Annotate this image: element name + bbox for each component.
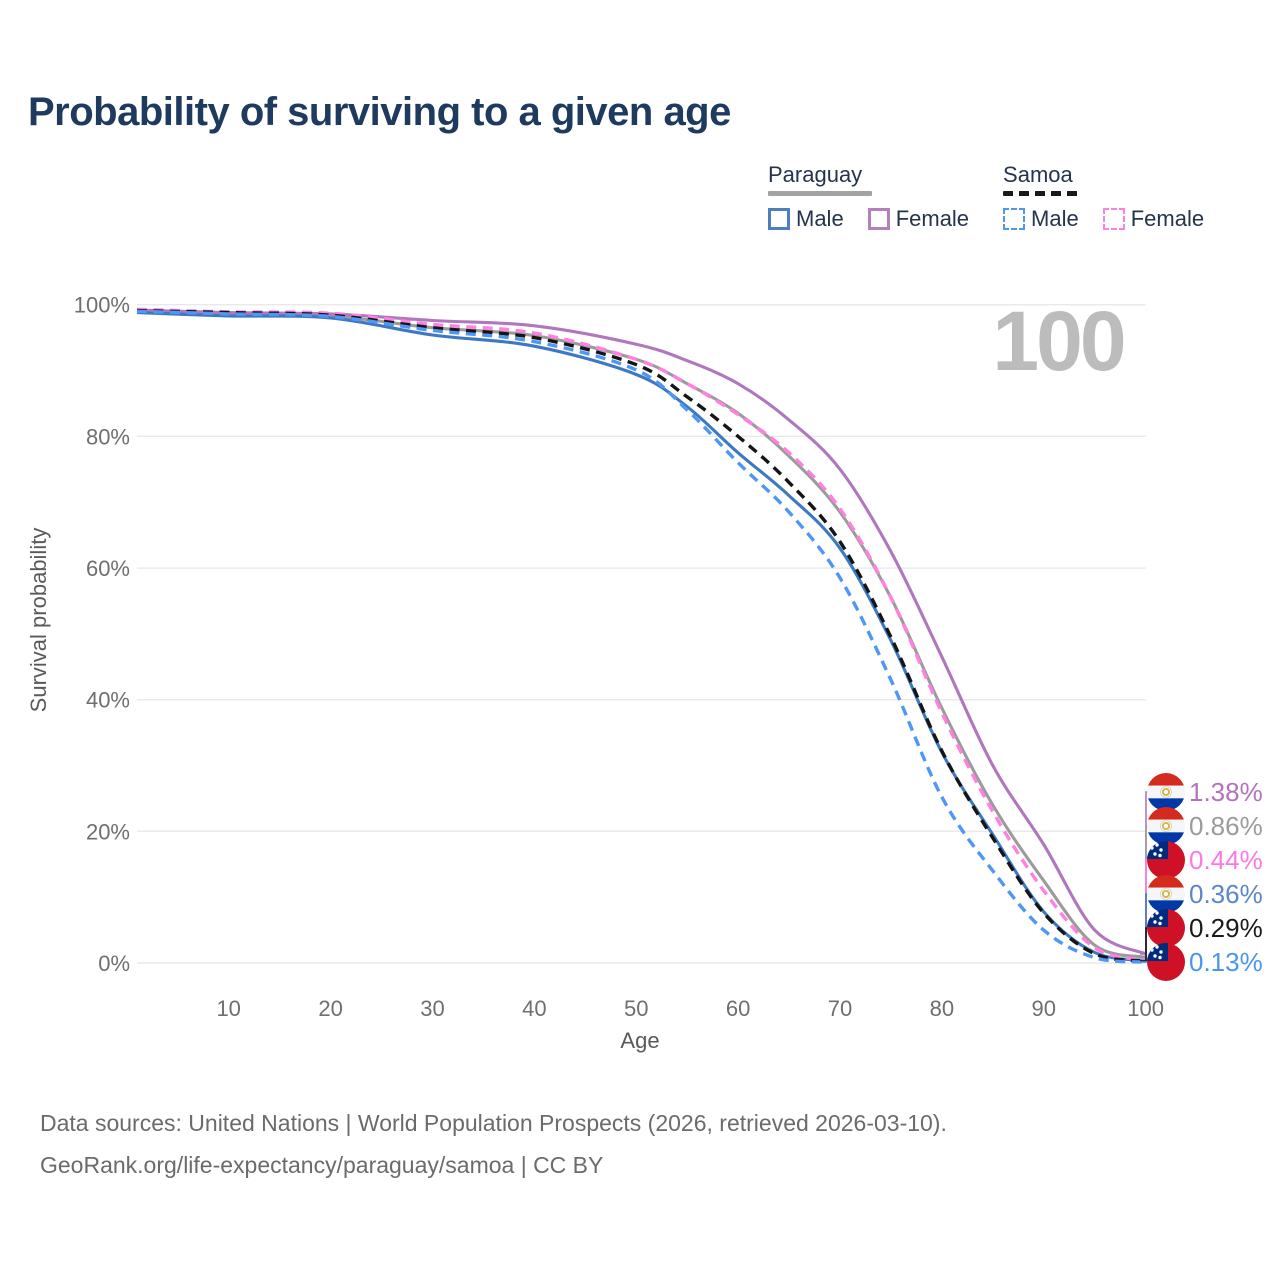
gridlines: 0% 20% 40% 60% 80% 100% — [74, 293, 1146, 976]
end-label-paraguay-female[interactable]: 1.38% — [1189, 777, 1263, 807]
x-tick-label: 70 — [828, 996, 852, 1021]
y-tick-label: 20% — [86, 819, 130, 844]
x-tick-label: 10 — [216, 996, 240, 1021]
chart-legend: Paraguay Male Female Samoa — [768, 162, 1204, 232]
y-tick-label: 60% — [86, 556, 130, 581]
legend-item-paraguay-female[interactable]: Female — [867, 206, 970, 232]
x-tick-label: 20 — [318, 996, 342, 1021]
legend-item-label: Male — [796, 206, 844, 231]
x-tick-label: 30 — [420, 996, 444, 1021]
page-title: Probability of surviving to a given age — [28, 90, 731, 134]
x-tick-label: 100 — [1127, 996, 1164, 1021]
legend-item-label: Male — [1031, 206, 1079, 231]
paraguay-flag-icon — [1147, 875, 1185, 913]
curve-samoa-female[interactable] — [136, 307, 1146, 962]
x-axis-label: Age — [620, 1028, 659, 1053]
y-tick-label: 80% — [86, 424, 130, 449]
x-tick-label: 40 — [522, 996, 546, 1021]
samoa-line-style-swatch — [1003, 191, 1084, 196]
x-tick-label: 60 — [726, 996, 750, 1021]
paraguay-female-swatch-icon — [867, 208, 890, 230]
legend-item-paraguay-male[interactable]: Male — [768, 206, 844, 232]
footer: Data sources: United Nations | World Pop… — [40, 1102, 947, 1186]
x-tick-label: 90 — [1031, 996, 1055, 1021]
paraguay-male-swatch-icon — [768, 208, 790, 230]
end-label-paraguay-male[interactable]: 0.36% — [1189, 879, 1263, 909]
end-label-samoa-female[interactable]: 0.44% — [1189, 845, 1263, 875]
legend-country-samoa[interactable]: Samoa — [1003, 162, 1204, 196]
y-axis-label: Survival probability — [26, 528, 51, 713]
legend-country-label: Paraguay — [768, 162, 863, 187]
end-label-samoa-both[interactable]: 0.29% — [1189, 913, 1263, 943]
survival-curves — [136, 307, 1147, 964]
legend-country-label: Samoa — [1003, 162, 1073, 187]
curve-samoa-male[interactable] — [136, 309, 1146, 964]
legend-group-paraguay: Paraguay Male Female — [768, 162, 969, 232]
samoa-flag-icon — [1147, 943, 1185, 981]
data-sources-text: Data sources: United Nations | World Pop… — [40, 1110, 947, 1136]
curve-samoa-both[interactable] — [136, 308, 1146, 963]
paraguay-line-style-swatch — [768, 191, 872, 196]
legend-item-label: Female — [895, 206, 970, 231]
legend-country-paraguay[interactable]: Paraguay — [768, 162, 969, 196]
legend-items-paraguay: Male Female — [768, 206, 969, 232]
paraguay-flag-icon — [1147, 773, 1185, 811]
y-tick-label: 100% — [74, 293, 130, 318]
legend-group-samoa: Samoa Male Female — [1003, 162, 1204, 232]
samoa-flag-icon — [1147, 909, 1185, 947]
end-label-paraguay-both[interactable]: 0.86% — [1189, 811, 1263, 841]
curve-paraguay-female[interactable] — [136, 308, 1147, 956]
legend-items-samoa: Male Female — [1003, 206, 1204, 232]
x-tick-label: 50 — [624, 996, 648, 1021]
samoa-female-swatch-icon — [1102, 208, 1125, 230]
y-tick-label: 0% — [98, 951, 130, 976]
age-counter-watermark: 100 — [992, 294, 1123, 388]
legend-item-label: Female — [1130, 206, 1205, 231]
paraguay-flag-icon — [1147, 807, 1185, 845]
attribution-text: GeoRank.org/life-expectancy/paraguay/sam… — [40, 1152, 604, 1178]
legend-item-samoa-female[interactable]: Female — [1102, 206, 1205, 232]
end-label-samoa-male[interactable]: 0.13% — [1189, 947, 1263, 977]
y-tick-label: 40% — [86, 688, 130, 713]
curve-paraguay-male[interactable] — [136, 311, 1146, 963]
samoa-male-swatch-icon — [1003, 208, 1026, 230]
samoa-flag-icon — [1147, 841, 1185, 879]
legend-item-samoa-male[interactable]: Male — [1003, 206, 1079, 232]
curve-paraguay-both[interactable] — [136, 309, 1146, 959]
end-value-labels: 1.38% 0.86% 0.44% 0.36% 0.29% 0.13% — [1140, 773, 1263, 981]
x-tick-label: 80 — [930, 996, 954, 1021]
